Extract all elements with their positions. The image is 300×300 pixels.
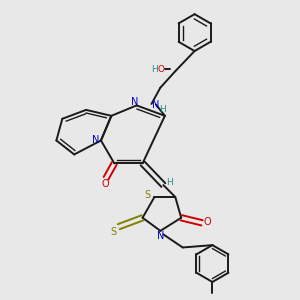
Text: O: O	[158, 65, 165, 74]
Text: H: H	[151, 65, 158, 74]
Text: O: O	[204, 217, 211, 227]
Text: N: N	[152, 100, 159, 110]
Text: H: H	[167, 178, 173, 187]
Text: S: S	[145, 190, 151, 200]
Text: N: N	[157, 231, 165, 241]
Text: N: N	[131, 97, 139, 107]
Text: N: N	[92, 135, 99, 145]
Text: H: H	[159, 105, 166, 114]
Text: S: S	[110, 227, 116, 237]
Text: O: O	[102, 178, 109, 189]
